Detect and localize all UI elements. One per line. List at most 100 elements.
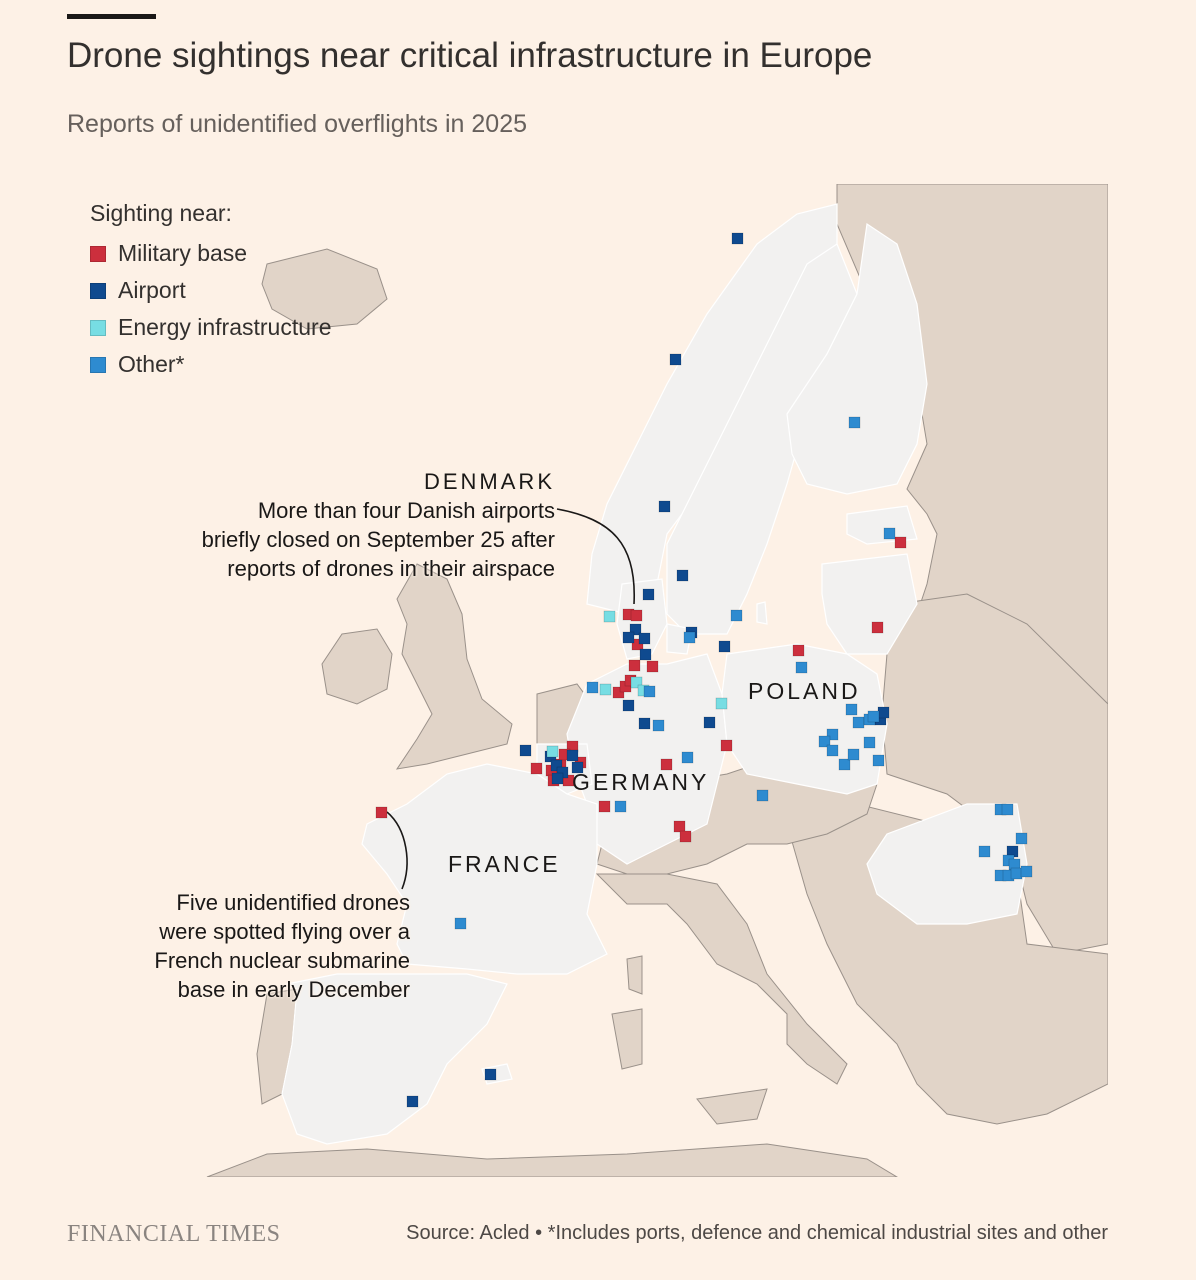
marker-airport (658, 500, 671, 513)
marker-energy (630, 676, 643, 689)
marker-airport (484, 1068, 497, 1081)
marker-airport (622, 699, 635, 712)
legend-swatch-airport (90, 282, 106, 299)
marker-other (852, 716, 865, 729)
marker-military (631, 638, 644, 651)
legend-swatch-other (90, 356, 106, 373)
chart-title: Drone sightings near critical infrastruc… (67, 36, 873, 75)
annotation-denmark-line: More than four Danish airports (257, 498, 555, 523)
marker-military (630, 609, 643, 622)
marker-other (1015, 832, 1028, 845)
marker-other (586, 681, 599, 694)
europe-map (67, 184, 1108, 1177)
marker-airport (622, 631, 635, 644)
land-poland (721, 643, 888, 795)
legend-title: Sighting near: (90, 200, 232, 226)
marker-airport (406, 1095, 419, 1108)
marker-other (883, 527, 896, 540)
legend-label-energy: Energy infrastructure (118, 314, 332, 340)
source-note: Source: Acled • *Includes ports, defence… (406, 1222, 1108, 1244)
marker-other (872, 754, 885, 767)
land-romania (866, 803, 1028, 925)
land-corsica (626, 955, 643, 995)
marker-other (978, 845, 991, 858)
marker-airport (550, 759, 563, 772)
marker-other (614, 800, 627, 813)
marker-airport (629, 623, 642, 636)
marker-energy (715, 697, 728, 710)
legend-label-other: Other* (118, 351, 185, 377)
marker-energy (603, 610, 616, 623)
land-zealand (666, 623, 693, 655)
header-rule (67, 14, 156, 19)
marker-military (646, 660, 659, 673)
annotation-france: Five unidentified drones were spotted fl… (154, 888, 410, 1004)
marker-airport (642, 588, 655, 601)
marker-military (530, 762, 543, 775)
marker-other (1020, 865, 1033, 878)
marker-airport (551, 772, 564, 785)
marker-military (871, 621, 884, 634)
marker-military (598, 800, 611, 813)
marker-airport (718, 640, 731, 653)
marker-airport (571, 761, 584, 774)
legend-item-military: Military base (90, 235, 331, 272)
marker-airport (566, 749, 579, 762)
marker-military (673, 820, 686, 833)
marker-military (375, 806, 388, 819)
marker-other (1001, 803, 1014, 816)
marker-airport (638, 717, 651, 730)
chart-subtitle: Reports of unidentified overflights in 2… (67, 110, 528, 138)
marker-military (720, 739, 733, 752)
land-baltics (821, 553, 918, 655)
annotation-france-line: were spotted flying over a (159, 919, 410, 944)
legend: Sighting near: Military base Airport Ene… (90, 200, 331, 383)
land-sardinia (611, 1008, 643, 1070)
marker-other (863, 736, 876, 749)
land-north-africa (206, 1143, 898, 1177)
marker-other (838, 758, 851, 771)
marker-airport (703, 716, 716, 729)
marker-military (612, 686, 625, 699)
annotation-france-line: Five unidentified drones (176, 890, 410, 915)
annotation-denmark-line: briefly closed on September 25 after (201, 527, 555, 552)
marker-other (681, 751, 694, 764)
marker-airport (519, 744, 532, 757)
marker-military (679, 830, 692, 843)
marker-other (756, 789, 769, 802)
land-sicily (696, 1088, 768, 1125)
land-italy (595, 873, 848, 1085)
marker-airport (638, 632, 651, 645)
label-poland: POLAND (748, 678, 861, 704)
land-finland (786, 222, 928, 495)
marker-other (1010, 867, 1023, 880)
land-france (361, 763, 608, 975)
marker-energy (599, 683, 612, 696)
france-leader-line (386, 811, 408, 890)
land-estonia (846, 505, 918, 545)
marker-other (848, 416, 861, 429)
marker-airport (877, 706, 890, 719)
marker-airport (731, 232, 744, 245)
map-svg (206, 184, 1108, 1177)
marker-other (730, 609, 743, 622)
legend-item-airport: Airport (90, 272, 331, 309)
legend-item-other: Other* (90, 346, 331, 383)
marker-military (628, 659, 641, 672)
marker-other (818, 735, 831, 748)
land-gb (395, 563, 513, 770)
marker-other (826, 744, 839, 757)
marker-energy (546, 745, 559, 758)
marker-other (845, 703, 858, 716)
label-germany: GERMANY (572, 769, 710, 795)
land-iceland (261, 248, 388, 330)
marker-other (643, 685, 656, 698)
label-france: FRANCE (448, 851, 561, 877)
marker-airport (669, 353, 682, 366)
annotation-denmark-title: DENMARK (423, 469, 555, 494)
marker-other (867, 710, 880, 723)
marker-airport (676, 569, 689, 582)
legend-item-energy: Energy infrastructure (90, 309, 331, 346)
denmark-leader-line (556, 508, 635, 605)
marker-other (847, 748, 860, 761)
